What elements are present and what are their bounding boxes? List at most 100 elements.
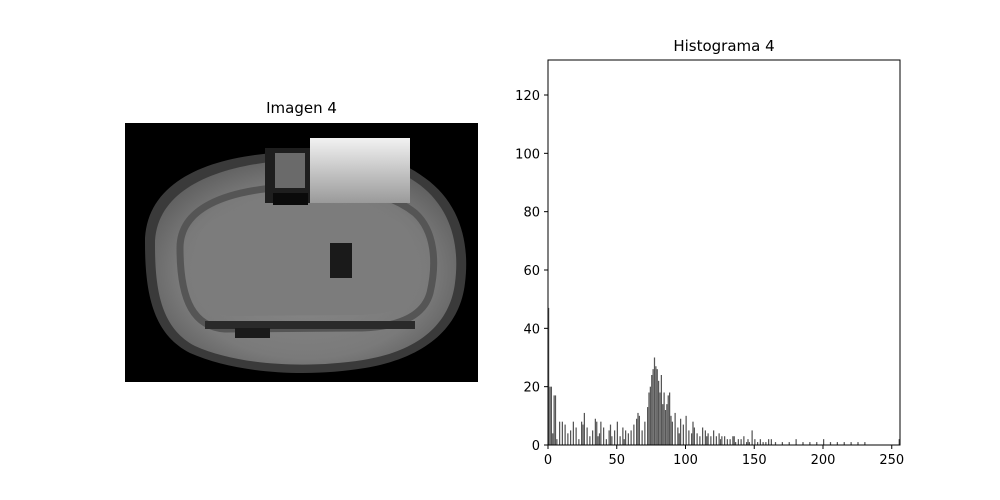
histogram-bar [774, 442, 777, 445]
histogram-bar [554, 395, 557, 445]
histogram-bar [816, 442, 818, 445]
histogram-bar [644, 421, 646, 445]
histogram-bar [795, 439, 797, 445]
histogram-bar [788, 442, 790, 445]
histogram-bar [765, 442, 767, 445]
histogram-bar [748, 442, 750, 445]
histogram-bar [636, 418, 638, 445]
histogram-bar [564, 424, 566, 445]
y-tick-label: 120 [515, 89, 540, 104]
histogram-bar [553, 395, 555, 445]
x-axis-ticks: 0 50 100 150 200 250 [544, 445, 904, 468]
histogram-bar [647, 407, 649, 445]
histogram-bar [678, 433, 680, 445]
histogram-bar [702, 427, 704, 445]
histogram-bar [572, 421, 574, 445]
histogram-bar [609, 424, 612, 445]
histogram-bar [622, 427, 624, 445]
histogram-bar [737, 439, 739, 445]
histogram-bar [660, 375, 662, 445]
histogram-bar [648, 392, 650, 445]
histogram-bar [658, 380, 660, 445]
histogram-bar [663, 392, 665, 445]
histogram-bar [623, 439, 625, 445]
histogram-bar [651, 375, 653, 445]
histogram-bar [843, 442, 845, 445]
histogram-bar [671, 421, 673, 445]
histogram-bar [548, 307, 550, 445]
x-tick-label: 100 [673, 453, 698, 468]
y-tick-label: 60 [523, 264, 540, 279]
y-tick-label: 40 [523, 322, 540, 337]
histogram-bar [638, 415, 640, 445]
histogram-bar [567, 433, 569, 445]
histogram-bar [561, 421, 563, 445]
x-tick-label: 250 [879, 453, 904, 468]
ct-scan-image [125, 123, 478, 382]
histogram-bar [649, 386, 651, 445]
histogram-bar [625, 430, 627, 445]
histogram-bar [666, 404, 668, 445]
histogram-bar [691, 433, 693, 445]
histogram-bar [556, 439, 558, 445]
histogram-bar [732, 436, 734, 445]
histogram-bar [850, 442, 852, 445]
histogram-bar [746, 442, 748, 445]
histogram-bar [715, 436, 717, 445]
histogram-bar [802, 442, 804, 445]
histogram-bar [740, 439, 742, 445]
histogram-bar [619, 436, 621, 445]
histogram-bar [600, 421, 602, 445]
histogram-bar [762, 442, 764, 445]
histogram-bar [733, 436, 735, 445]
histogram-bar [652, 369, 654, 445]
histogram-bar [589, 436, 591, 445]
histogram-bar [759, 439, 761, 445]
histogram-bar [754, 439, 756, 445]
histogram-bar [664, 410, 667, 445]
histogram-bar [552, 433, 554, 445]
histogram-bar [768, 439, 770, 445]
histogram-bar [857, 442, 859, 445]
histogram-bar [685, 415, 687, 445]
histogram-bar [578, 439, 580, 445]
image-title: Imagen 4 [266, 99, 337, 117]
histogram-bar [696, 433, 698, 445]
histogram-bar [688, 430, 690, 445]
histogram-bar [693, 427, 695, 445]
histogram-bar [592, 430, 594, 445]
histogram-bar [559, 421, 561, 445]
histogram-bar [682, 424, 684, 445]
histogram-bar [608, 430, 610, 445]
y-tick-label: 80 [523, 206, 540, 221]
histogram-bar [603, 427, 605, 445]
histogram-bar [656, 369, 658, 445]
histogram-bar [669, 392, 671, 445]
histogram-bar [653, 357, 656, 445]
histogram-bar [735, 442, 737, 445]
histogram-bar [581, 421, 583, 445]
histogram-bar [706, 436, 708, 445]
y-tick-label: 100 [515, 147, 540, 162]
histogram-bar [721, 436, 723, 445]
histogram-bar [704, 430, 706, 445]
histogram-bar [699, 436, 701, 445]
histogram-bar [655, 366, 657, 445]
histogram-bar [627, 433, 629, 445]
histogram-bar [781, 442, 783, 445]
histogram-bar [614, 430, 616, 445]
histogram-bar [713, 430, 715, 445]
histogram-bar [630, 430, 632, 445]
ct-scan-graphic [125, 123, 478, 382]
histogram-bar [570, 430, 572, 445]
histogram-bar [659, 392, 661, 445]
histogram-bar [586, 427, 588, 445]
y-axis-ticks: 0 20 40 60 80 100 120 [515, 89, 548, 454]
histogram-bar [611, 436, 613, 445]
histogram-bar [823, 439, 825, 445]
histogram-bar [633, 424, 635, 445]
histogram-bar [757, 442, 759, 445]
histogram-bar [550, 386, 552, 445]
histogram-bar [809, 442, 811, 445]
